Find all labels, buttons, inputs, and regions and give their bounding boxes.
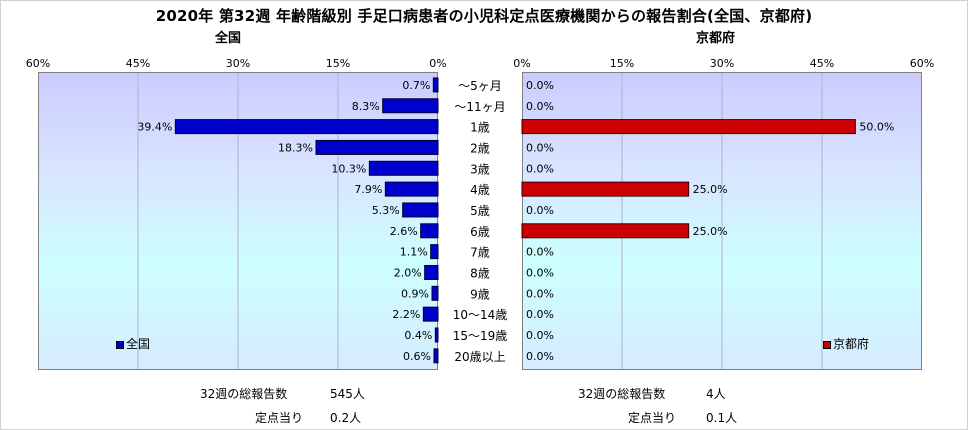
right-tick-label: 60% — [910, 57, 934, 70]
category-label: 5歳 — [470, 204, 490, 218]
right-data-label: 0.0% — [526, 266, 554, 279]
right-tick-label: 0% — [513, 57, 530, 70]
left-tick-label: 30% — [226, 57, 250, 70]
left-data-label: 2.0% — [394, 266, 422, 279]
category-label: 6歳 — [470, 225, 490, 239]
left-data-label: 7.9% — [354, 183, 382, 196]
right-tick-label: 15% — [610, 57, 634, 70]
left-total-label: 32週の総報告数 — [200, 387, 288, 401]
right-data-label: 0.0% — [526, 308, 554, 321]
category-label: 9歳 — [470, 287, 490, 301]
right-data-label: 0.0% — [526, 329, 554, 342]
category-label: ～11ヶ月 — [454, 100, 505, 114]
left-data-label: 18.3% — [278, 141, 313, 154]
chart-title: 2020年 第32週 年齢階級別 手足口病患者の小児科定点医療機関からの報告割合… — [155, 7, 813, 25]
legend-left: 全国 — [116, 335, 150, 352]
left-bar — [382, 98, 439, 114]
left-bar — [432, 77, 439, 93]
right-subtitle: 京都府 — [696, 31, 736, 46]
left-data-label: 8.3% — [352, 100, 380, 113]
category-label: 15～19歳 — [453, 329, 508, 343]
legend-right-swatch — [823, 340, 831, 349]
left-data-label: 0.6% — [403, 350, 431, 363]
legend-right: 京都府 — [823, 335, 869, 352]
right-data-label: 25.0% — [693, 183, 728, 196]
left-bar — [433, 348, 439, 364]
category-label: 8歳 — [470, 266, 490, 280]
right-data-label: 25.0% — [693, 225, 728, 238]
left-bar — [315, 139, 439, 155]
left-bar — [434, 327, 439, 343]
left-data-label: 2.6% — [390, 225, 418, 238]
left-bar — [402, 202, 439, 218]
left-bar — [368, 160, 439, 176]
category-label: 4歳 — [470, 183, 490, 197]
left-per-value: 0.2人 — [330, 411, 362, 425]
left-tick-label: 45% — [126, 57, 150, 70]
right-tick-label: 45% — [810, 57, 834, 70]
left-data-label: 39.4% — [137, 121, 172, 134]
left-tick-label: 0% — [429, 57, 446, 70]
right-data-label: 0.0% — [526, 141, 554, 154]
left-data-label: 5.3% — [372, 204, 400, 217]
left-tick-label: 15% — [326, 57, 350, 70]
left-data-label: 0.4% — [404, 329, 432, 342]
right-data-label: 0.0% — [526, 100, 554, 113]
left-data-label: 10.3% — [331, 162, 366, 175]
left-tick-label: 60% — [26, 57, 50, 70]
left-bar — [424, 264, 439, 280]
left-total-value: 545人 — [330, 387, 365, 401]
category-label: 3歳 — [470, 162, 490, 176]
left-bar — [431, 285, 439, 301]
right-bar — [521, 119, 856, 135]
right-bar — [521, 223, 690, 239]
left-bar — [430, 244, 439, 260]
category-label: 10～14歳 — [453, 308, 508, 322]
legend-left-label: 全国 — [126, 337, 151, 351]
left-bar — [420, 223, 439, 239]
category-label: 2歳 — [470, 141, 490, 155]
right-bar — [521, 181, 690, 197]
right-data-label: 0.0% — [526, 79, 554, 92]
right-data-label: 0.0% — [526, 287, 554, 300]
right-per-value: 0.1人 — [706, 411, 738, 425]
right-data-label: 0.0% — [526, 162, 554, 175]
right-data-label: 0.0% — [526, 246, 554, 259]
right-tick-label: 30% — [710, 57, 734, 70]
left-data-label: 1.1% — [400, 246, 428, 259]
left-bar — [174, 119, 439, 135]
legend-right-label: 京都府 — [833, 337, 870, 351]
category-label: ～5ヶ月 — [458, 79, 502, 93]
left-data-label: 0.7% — [402, 79, 430, 92]
category-label: 20歳以上 — [454, 350, 505, 364]
right-total-label: 32週の総報告数 — [578, 387, 666, 401]
left-per-label: 定点当り — [255, 411, 304, 425]
left-bar — [384, 181, 439, 197]
category-label: 1歳 — [470, 121, 490, 135]
left-data-label: 0.9% — [401, 287, 429, 300]
category-label: 7歳 — [470, 246, 490, 260]
right-data-label: 0.0% — [526, 204, 554, 217]
left-subtitle: 全国 — [215, 31, 242, 46]
left-bar — [422, 306, 439, 322]
right-data-label: 50.0% — [859, 121, 894, 134]
legend-left-swatch — [116, 340, 124, 349]
right-per-label: 定点当り — [628, 411, 677, 425]
left-data-label: 2.2% — [392, 308, 420, 321]
right-total-value: 4人 — [706, 387, 726, 401]
right-data-label: 0.0% — [526, 350, 554, 363]
